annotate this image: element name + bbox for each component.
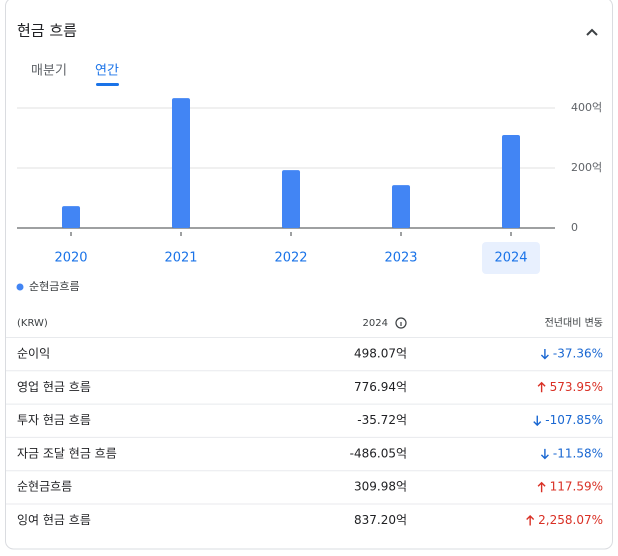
table-header: 2024: [363, 318, 388, 329]
row-change: -11.58%: [553, 446, 603, 460]
row-label: 순현금흐름: [17, 480, 72, 494]
y-tick-label: 200억: [571, 161, 602, 174]
section-title: 현금 흐름: [17, 22, 77, 40]
x-tick-label[interactable]: 2024: [494, 251, 527, 266]
y-tick-label: 0: [571, 221, 578, 234]
arrow-up: [537, 381, 546, 393]
row-label: 자금 조달 현금 흐름: [17, 446, 117, 460]
tab[interactable]: 매분기: [31, 64, 67, 79]
row-value: 309.98억: [354, 480, 407, 494]
legend-dot: [16, 283, 24, 291]
row-value: -35.72억: [357, 413, 407, 427]
selected-highlight: [482, 242, 540, 274]
row-value: 498.07억: [354, 347, 407, 361]
chart: 0 200억 400억 2020 2021 2022 2023 2024 순현금흐름: [16, 98, 602, 293]
arrow-down: [533, 415, 542, 427]
row-value: 837.20억: [354, 513, 407, 527]
row-change: -37.36%: [553, 347, 603, 361]
row-value: 776.94억: [354, 380, 407, 394]
row-label: 영업 현금 흐름: [17, 380, 91, 394]
arrow-up: [526, 515, 535, 526]
arrow-down: [540, 448, 549, 460]
row-value: -486.05억: [350, 446, 407, 460]
arrow-down: [540, 349, 549, 360]
x-tick-label[interactable]: 2023: [384, 251, 417, 266]
x-tick-label[interactable]: 2020: [54, 251, 87, 266]
bar: [282, 170, 300, 228]
row-label: 잉여 현금 흐름: [17, 513, 91, 527]
bar: [392, 185, 410, 228]
arrow-up: [537, 481, 546, 493]
card: [5, 0, 613, 550]
bar: [502, 135, 520, 228]
x-tick-label[interactable]: 2022: [274, 251, 307, 266]
legend-label: 순현금흐름: [29, 280, 80, 293]
row-change: 573.95%: [550, 380, 603, 394]
table-header: (KRW): [17, 318, 48, 329]
tab-active[interactable]: 연간: [95, 64, 119, 79]
x-tick-label[interactable]: 2021: [164, 251, 197, 266]
info-icon[interactable]: [395, 317, 407, 329]
row-change: 2,258.07%: [538, 513, 603, 527]
row-label: 순이익: [17, 347, 50, 361]
bar: [172, 98, 190, 228]
table-header: 전년대비 변동: [545, 317, 603, 329]
tab-underline: [96, 83, 119, 86]
row-label: 투자 현금 흐름: [17, 413, 91, 427]
row-change: -107.85%: [545, 413, 603, 427]
row-change: 117.59%: [550, 480, 603, 494]
bar: [62, 206, 80, 228]
y-tick-label: 400억: [571, 101, 602, 114]
collapse-chevron[interactable]: [586, 28, 598, 36]
